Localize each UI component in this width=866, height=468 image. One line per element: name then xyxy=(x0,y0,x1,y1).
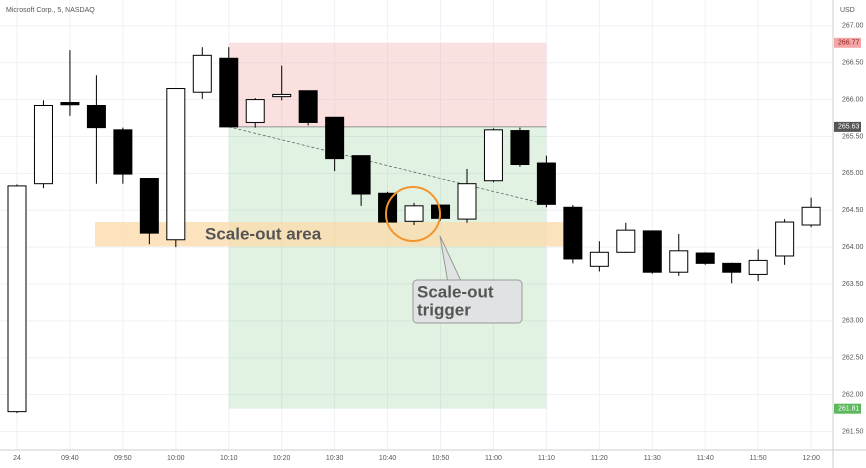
x-tick-label: 10:30 xyxy=(326,455,344,462)
trigger-circle xyxy=(385,186,441,242)
candle-body xyxy=(669,250,689,273)
candle-body xyxy=(325,116,345,160)
candle-body xyxy=(695,252,715,264)
candle-body xyxy=(298,90,318,123)
chart-title: Microsoft Corp., 5, NASDAQ xyxy=(6,7,95,14)
candle-body xyxy=(483,129,503,182)
y-tick-label: 266.00 xyxy=(842,96,864,103)
price-label-bg xyxy=(834,37,861,48)
x-tick-label: 24 xyxy=(13,455,21,462)
y-tick-label: 264.00 xyxy=(842,244,864,251)
y-tick-label: 261.50 xyxy=(842,428,864,435)
price-label: 261.81 xyxy=(838,406,860,413)
x-tick-label: 10:50 xyxy=(432,455,450,462)
callout-text: Scale-out xyxy=(417,282,494,301)
candle-body xyxy=(272,93,292,98)
x-tick-label: 12:00 xyxy=(802,455,820,462)
candle-body xyxy=(351,155,371,195)
callout-box xyxy=(412,279,523,324)
x-tick-label: 11:30 xyxy=(644,455,661,462)
x-tick-label: 11:00 xyxy=(485,455,502,462)
candle-body xyxy=(86,104,106,129)
candle-body xyxy=(748,259,768,275)
candle-body xyxy=(166,88,186,241)
candle-body xyxy=(139,178,159,234)
candle-body xyxy=(192,54,212,93)
callout-text: trigger xyxy=(417,300,471,319)
candle-body xyxy=(457,183,477,220)
candle-body xyxy=(113,129,133,175)
candle-body xyxy=(404,205,424,222)
y-tick-label: 266.50 xyxy=(842,60,864,67)
price-label-bg xyxy=(834,121,861,132)
y-tick-label: 265.50 xyxy=(842,133,864,140)
candle-body xyxy=(7,185,27,413)
price-label: 265.63 xyxy=(838,124,860,131)
candle-body xyxy=(245,99,265,123)
candle-body xyxy=(801,206,821,226)
y-tick-label: 262.50 xyxy=(842,355,864,362)
x-tick-label: 11:50 xyxy=(750,455,767,462)
y-tick-label: 263.50 xyxy=(842,281,864,288)
candle-body xyxy=(60,102,80,106)
candle-body xyxy=(589,251,609,267)
x-tick-label: 10:10 xyxy=(220,455,238,462)
y-tick-label: 264.50 xyxy=(842,207,864,214)
y-tick-label: 262.00 xyxy=(842,392,864,399)
y-tick-label: 267.00 xyxy=(842,23,864,30)
currency: USD xyxy=(840,7,855,14)
x-tick-label: 10:00 xyxy=(167,455,185,462)
candle-body xyxy=(33,104,53,185)
x-tick-label: 10:40 xyxy=(379,455,397,462)
x-tick-label: 10:20 xyxy=(273,455,291,462)
x-tick-label: 09:50 xyxy=(114,455,132,462)
trend-line xyxy=(228,126,547,205)
x-tick-label: 11:40 xyxy=(697,455,714,462)
x-tick-label: 11:10 xyxy=(538,455,555,462)
candle-body xyxy=(642,230,662,273)
candle-body xyxy=(722,262,742,273)
price-label: 266.77 xyxy=(838,40,860,47)
x-tick-label: 11:20 xyxy=(591,455,608,462)
y-tick-label: 265.00 xyxy=(842,170,864,177)
scale-out-label: Scale-out area xyxy=(205,225,322,244)
candle-body xyxy=(536,162,556,205)
candle-body xyxy=(775,221,795,257)
stop-zone xyxy=(228,42,547,127)
candle-body xyxy=(616,229,636,253)
candle-body xyxy=(563,206,583,260)
y-tick-label: 263.00 xyxy=(842,318,864,325)
candle-body xyxy=(219,57,239,128)
x-tick-label: 09:40 xyxy=(61,455,79,462)
candle-body xyxy=(510,130,530,166)
price-label-bg xyxy=(834,403,861,414)
